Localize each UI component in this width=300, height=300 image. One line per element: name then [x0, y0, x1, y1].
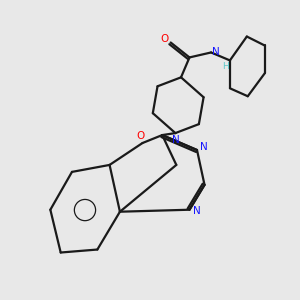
Text: N: N [212, 47, 220, 58]
Text: H: H [223, 62, 230, 71]
Text: N: N [200, 142, 208, 152]
Text: N: N [193, 206, 201, 216]
Text: O: O [137, 131, 145, 141]
Text: N: N [172, 135, 180, 145]
Text: O: O [160, 34, 169, 44]
